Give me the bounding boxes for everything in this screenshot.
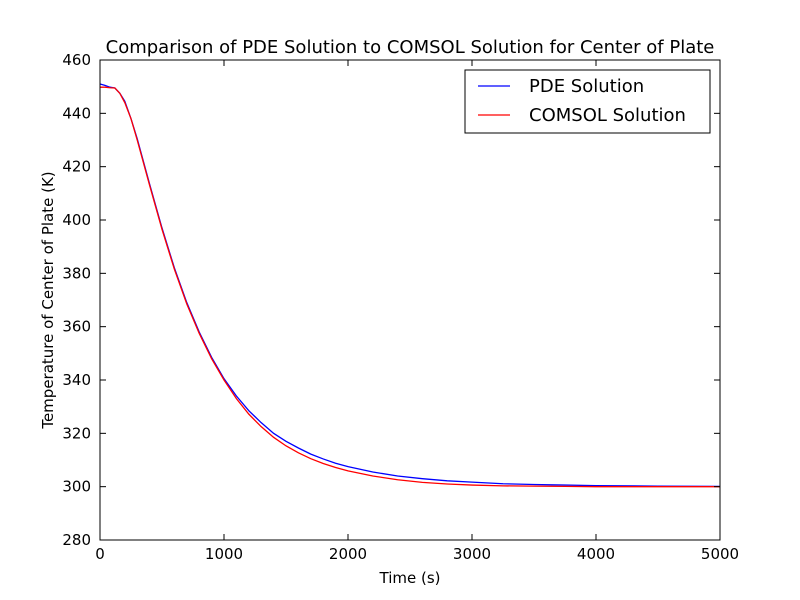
x-tick-label: 3000 bbox=[453, 545, 491, 563]
ticks-layer: 0 1000 2000 3000 4000 5000 280 300 320 340 360 380 4… bbox=[62, 51, 739, 563]
x-tick-label: 2000 bbox=[329, 545, 367, 563]
y-tick-label: 300 bbox=[62, 478, 91, 496]
x-tick-label: 1000 bbox=[205, 545, 243, 563]
plot-frame bbox=[99, 59, 721, 541]
y-tick-label: 400 bbox=[62, 211, 91, 229]
series-line-pde-solution bbox=[99, 83, 721, 488]
y-tick-label: 440 bbox=[62, 104, 91, 122]
x-tick-label: 4000 bbox=[577, 545, 615, 563]
x-tick-label: 0 bbox=[95, 545, 105, 563]
x-axis-title: Time (s) bbox=[379, 569, 441, 587]
y-axis-title: Temperature of Center of Plate (K) bbox=[39, 171, 57, 429]
x-tick-label: 5000 bbox=[701, 545, 739, 563]
y-tick-label: 280 bbox=[62, 531, 91, 549]
series-line-comsol-solution bbox=[100, 86, 720, 488]
legend-box bbox=[464, 69, 711, 134]
legend-label-pde-solution: PDE Solution bbox=[529, 76, 644, 97]
legend-label-comsol-solution: COMSOL Solution bbox=[529, 105, 686, 126]
legend: PDE Solution COMSOL Solution bbox=[464, 69, 711, 134]
y-tick-label: 360 bbox=[62, 318, 91, 336]
y-tick-label: 420 bbox=[62, 158, 91, 176]
y-tick-label: 460 bbox=[62, 51, 91, 69]
y-tick-label: 340 bbox=[62, 371, 91, 389]
series-layer bbox=[99, 83, 721, 488]
y-tick-label: 380 bbox=[62, 264, 91, 282]
y-tick-label: 320 bbox=[62, 424, 91, 442]
chart-title: Comparison of PDE Solution to COMSOL Sol… bbox=[106, 37, 715, 58]
